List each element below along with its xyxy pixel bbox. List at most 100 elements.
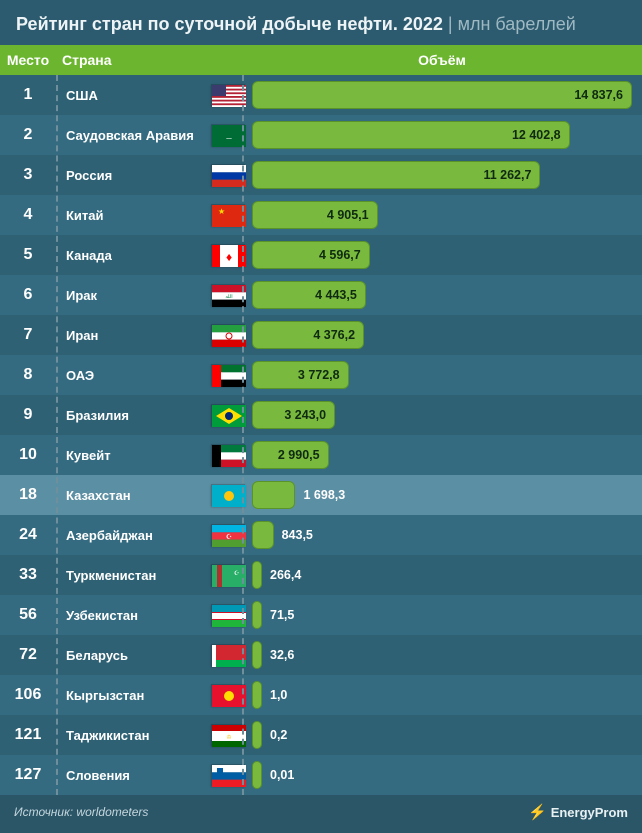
bar-cell: 1,0 [250,675,642,715]
value-bar: 11 262,7 [252,161,540,189]
country-cell: Россия [56,168,206,183]
rank-cell: 2 [0,126,56,144]
svg-text:الله: الله [225,294,232,300]
country-cell: Ирак [56,288,206,303]
country-cell: Саудовская Аравия [56,128,206,143]
country-cell: Китай [56,208,206,223]
value-label: 0,2 [270,728,287,742]
flag-icon [211,364,245,386]
bar-cell: 2 990,5 [250,435,642,475]
bar-cell: 11 262,7 [250,155,642,195]
rank-cell: 5 [0,246,56,264]
svg-text:ـــ: ـــ [225,135,232,141]
rank-cell: 72 [0,646,56,664]
flag-icon: ♦ [211,244,245,266]
title-sep: | [443,14,458,34]
country-cell: Словения [56,768,206,783]
country-cell: Узбекистан [56,608,206,623]
country-cell: Казахстан [56,488,206,503]
country-cell: ОАЭ [56,368,206,383]
flag-cell [206,404,250,426]
country-cell: Канада [56,248,206,263]
value-label: 4 905,1 [327,208,369,222]
value-bar [252,521,274,549]
table-row: 3Россия11 262,7 [0,155,642,195]
table-row: 24Азербайджан☪843,5 [0,515,642,555]
country-cell: Азербайджан [56,528,206,543]
rank-cell: 1 [0,86,56,104]
flag-icon: ☪ [211,524,245,546]
bar-cell: 4 596,7 [250,235,642,275]
table-row: 9Бразилия3 243,0 [0,395,642,435]
country-cell: Туркменистан [56,568,206,583]
bar-cell: 3 772,8 [250,355,642,395]
value-bar [252,761,262,789]
rank-cell: 10 [0,446,56,464]
flag-icon [211,604,245,626]
value-bar: 3 243,0 [252,401,335,429]
value-bar: 4 905,1 [252,201,378,229]
table-row: 1США14 837,6 [0,75,642,115]
rank-cell: 24 [0,526,56,544]
value-label: 266,4 [270,568,301,582]
value-label: 2 990,5 [278,448,320,462]
value-bar [252,481,295,509]
bar-cell: 0,2 [250,715,642,755]
flag-cell: ☪ [206,564,250,586]
bar-cell: 32,6 [250,635,642,675]
flag-icon: ★ [211,204,245,226]
bar-cell: 3 243,0 [250,395,642,435]
flag-cell: ♔ [206,724,250,746]
flag-icon [211,404,245,426]
flag-cell: ♦ [206,244,250,266]
rank-cell: 4 [0,206,56,224]
value-bar: 4 596,7 [252,241,370,269]
value-bar: 3 772,8 [252,361,349,389]
flag-icon [211,484,245,506]
rank-cell: 8 [0,366,56,384]
country-cell: Кыргызстан [56,688,206,703]
table-row: 5Канада ♦ 4 596,7 [0,235,642,275]
value-label: 32,6 [270,648,294,662]
value-label: 71,5 [270,608,294,622]
flag-icon [211,644,245,666]
flag-icon: ـــ [211,124,245,146]
value-bar: 14 837,6 [252,81,632,109]
rank-cell: 9 [0,406,56,424]
flag-cell: الله [206,284,250,306]
value-bar: 4 376,2 [252,321,364,349]
lightning-icon: ⚡ [528,803,547,821]
bar-cell: 1 698,3 [250,475,642,515]
flag-icon [211,444,245,466]
flag-cell [206,444,250,466]
value-label: 4 376,2 [313,328,355,342]
table-row: 121Таджикистан ♔ 0,2 [0,715,642,755]
flag-cell [206,84,250,106]
bar-cell: 0,01 [250,755,642,795]
table-row: 7Иран4 376,2 [0,315,642,355]
svg-text:♦: ♦ [226,250,232,264]
rank-cell: 7 [0,326,56,344]
value-label: 14 837,6 [574,88,623,102]
table-row: 4Китай ★ 4 905,1 [0,195,642,235]
flag-cell [206,484,250,506]
value-label: 12 402,8 [512,128,561,142]
table-body: 1США14 837,6 2Саудовская Аравия ـــ 12 402,… [0,75,642,795]
oil-ranking-chart: Рейтинг стран по суточной добыче нефти. … [0,0,642,833]
table-row: 8ОАЭ 3 772,8 [0,355,642,395]
rank-cell: 127 [0,766,56,784]
svg-text:♔: ♔ [226,734,231,741]
svg-text:☪: ☪ [226,533,232,541]
table-row: 10Кувейт2 990,5 [0,435,642,475]
value-label: 1 698,3 [303,488,345,502]
value-bar: 4 443,5 [252,281,366,309]
value-bar: 2 990,5 [252,441,329,469]
flag-cell [206,644,250,666]
rank-cell: 121 [0,726,56,744]
flag-icon [211,84,245,106]
flag-icon [211,684,245,706]
svg-text:★: ★ [218,207,225,216]
table-row: 127Словения 0,01 [0,755,642,795]
flag-cell [206,364,250,386]
country-cell: Таджикистан [56,728,206,743]
